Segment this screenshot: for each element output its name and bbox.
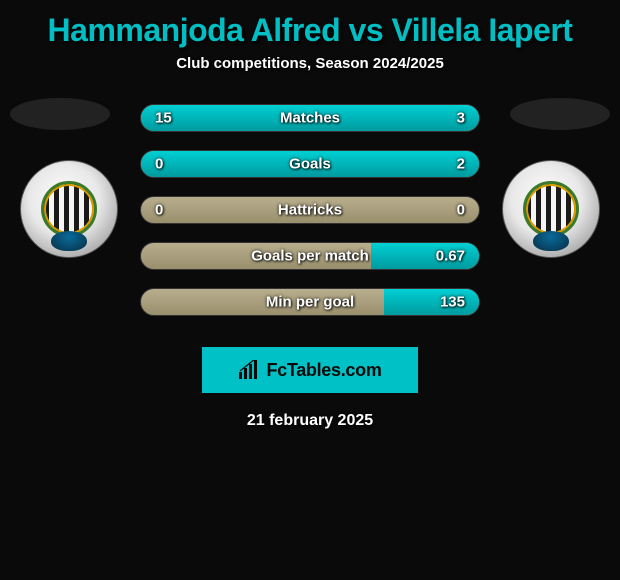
comparison-stage: Matches153 Goals02 Hattricks0 0 Goals per ma… xyxy=(0,96,620,336)
stat-bars: Matches153 Goals02 Hattricks0 0 Goals per ma… xyxy=(140,104,480,334)
brand-text: FcTables.com xyxy=(266,360,381,381)
stat-row: Min per goal135 xyxy=(140,288,480,316)
brand-badge: FcTables.com xyxy=(201,346,419,394)
club-crest-right xyxy=(502,160,600,258)
stat-label: Hattricks xyxy=(141,202,479,219)
club-crest-left xyxy=(20,160,118,258)
footer-date: 21 february 2025 xyxy=(0,394,620,430)
stat-value-left: 0 xyxy=(155,202,163,219)
stat-fill-left xyxy=(141,105,422,131)
stat-row: Goals per match0.67 xyxy=(140,242,480,270)
player-photo-left-placeholder xyxy=(10,98,110,130)
stat-row: Matches153 xyxy=(140,104,480,132)
stat-row: Goals02 xyxy=(140,150,480,178)
bar-chart-icon xyxy=(238,360,260,380)
stat-fill-right xyxy=(371,243,479,269)
stat-fill-right xyxy=(422,105,479,131)
club-crest-left-inner xyxy=(41,181,97,237)
page-title: Hammanjoda Alfred vs Villela Iapert xyxy=(0,0,620,55)
stat-fill-right xyxy=(141,151,479,177)
club-crest-left-foot xyxy=(51,231,87,251)
stat-fill-right xyxy=(384,289,479,315)
club-crest-right-inner xyxy=(523,181,579,237)
page-subtitle: Club competitions, Season 2024/2025 xyxy=(0,55,620,96)
club-crest-right-foot xyxy=(533,231,569,251)
player-photo-right-placeholder xyxy=(510,98,610,130)
stat-row: Hattricks0 0 xyxy=(140,196,480,224)
stat-value-right: 0 xyxy=(457,202,465,219)
